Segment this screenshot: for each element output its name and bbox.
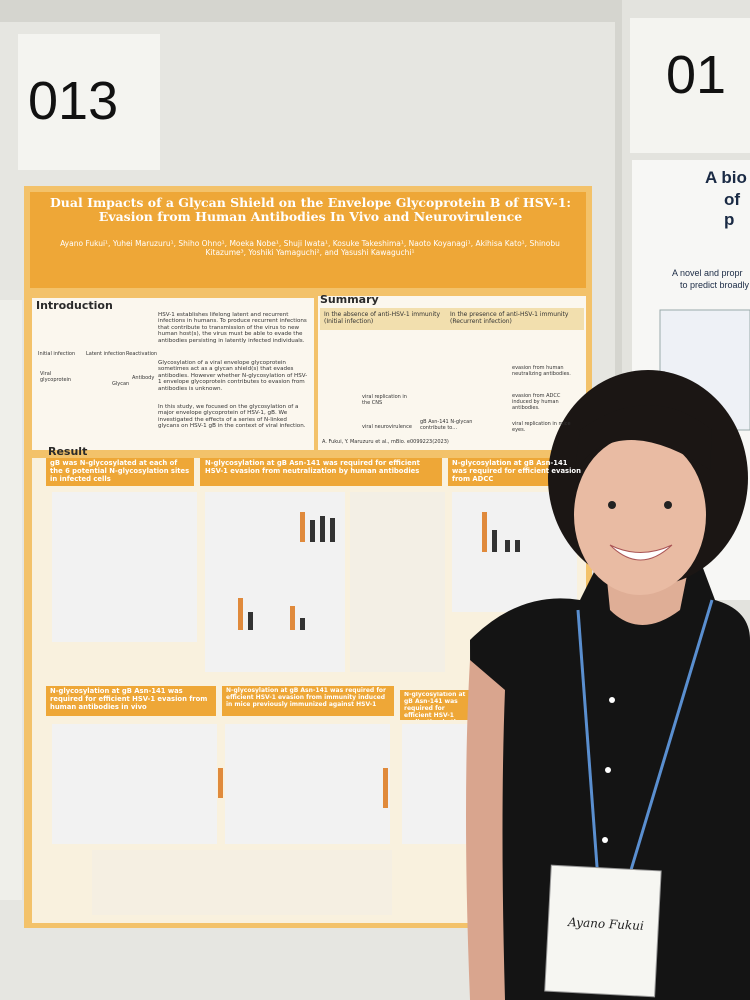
diagram-label: Reactivation	[126, 351, 158, 357]
diagram-label: Glycan	[112, 381, 130, 387]
side-text: to predict broadly	[680, 280, 750, 290]
result-heading: N-glycosylation at gB Asn-141 was requir…	[226, 687, 387, 708]
diagram-label: Initial infection	[38, 351, 76, 357]
result-heading: gB was N-glycosylated at each of the 6 p…	[50, 459, 190, 483]
summary-item: viral replication in mice eyes.	[512, 421, 571, 433]
intro-paragraph: HSV-1 establishes lifelong latent and re…	[158, 312, 307, 344]
result-head-6	[400, 690, 476, 720]
intro-panel	[32, 298, 314, 450]
section-heading: Introduction	[36, 299, 113, 312]
summary-title: In the absence of anti-HSV-1 immunity (I…	[324, 311, 441, 325]
result-head-5	[222, 686, 394, 716]
side-text: A novel and propr	[672, 268, 743, 278]
summary-item: viral replication in the CNS	[362, 394, 407, 406]
summary-item: evasion from human neutralizing antibodi…	[512, 365, 571, 377]
result-heading: N-glycosylation at gB Asn-141 was requir…	[404, 692, 466, 720]
result-head-4	[46, 686, 216, 716]
side-title: A bio	[705, 168, 747, 187]
face	[574, 435, 706, 595]
citation: A. Fukui, Y. Maruzuru et al., mBio. e009…	[322, 439, 449, 445]
diagram-label: Latent infection	[86, 351, 126, 357]
arm	[466, 660, 505, 1000]
side-title: of p	[724, 190, 741, 229]
bangs	[575, 405, 712, 470]
figure-placeholders	[52, 492, 577, 915]
left-poster-edge	[0, 300, 22, 900]
result-heading: N-glycosylation at gB Asn-141 was requir…	[205, 459, 420, 475]
section-heading: Result	[48, 445, 88, 458]
name-tag	[544, 864, 662, 998]
eye	[608, 501, 616, 509]
result-heading: N-glycosylation at gB Asn-141 was requir…	[452, 459, 581, 483]
buttons	[602, 697, 615, 843]
summary-center: gB Asn-141 N-glycan contribute to...	[420, 419, 473, 431]
number-card	[18, 34, 160, 170]
section-heading: Summary	[320, 293, 379, 306]
summary-item: viral neurovirulence	[362, 424, 412, 430]
number-card-right	[630, 18, 750, 153]
diagram-label: Antibody	[132, 375, 155, 381]
summary-title: In the presence of anti-HSV-1 immunity (…	[450, 311, 569, 325]
smile	[609, 544, 673, 561]
eye	[664, 501, 672, 509]
lanyard	[576, 609, 600, 881]
board-number: 013	[28, 71, 119, 131]
summary-item: evasion from ADCC induced by human antib…	[512, 393, 561, 411]
result-head-1	[46, 458, 194, 486]
summary-header	[320, 308, 584, 330]
poster-authors: Ayano Fukui¹, Yuhei Maruzuru¹, Shiho Ohn…	[60, 239, 560, 257]
intro-paragraph: Glycosylation of a viral envelope glycop…	[158, 360, 308, 392]
board-number-right: 01	[666, 45, 727, 105]
result-head-2	[200, 458, 442, 486]
bar-sketches	[218, 512, 520, 808]
result-heading: N-glycosylation at gB Asn-141 was requir…	[50, 687, 208, 711]
intro-paragraph: In this study, we focused on the glycosy…	[158, 404, 306, 430]
title-band	[30, 192, 586, 288]
diagram-label: Viral glycoprotein	[40, 371, 72, 383]
poster-title: Dual Impacts of a Glycan Shield on the E…	[49, 195, 572, 225]
lanyard	[626, 599, 714, 881]
shirt	[470, 560, 750, 1000]
